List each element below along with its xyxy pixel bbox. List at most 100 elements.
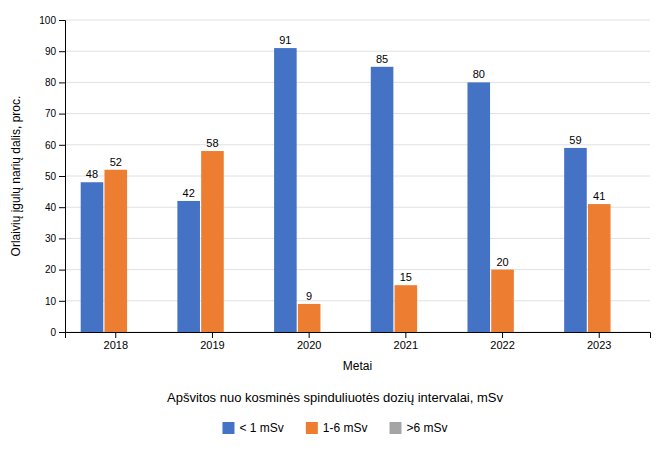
tick-label: 100 (39, 15, 56, 26)
axis-line (66, 333, 651, 339)
tick-label: 50 (45, 171, 57, 182)
tick: 2020 (297, 332, 321, 351)
legend-label: 1-6 mSv (323, 421, 368, 435)
legend: < 1 mSv 1-6 mSv >6 mSv (222, 421, 447, 435)
tick: 40 (45, 202, 65, 213)
legend-swatch (390, 422, 402, 434)
tick: 100 (39, 15, 65, 26)
tick-mark (59, 82, 65, 83)
data-label: 41 (593, 190, 605, 202)
tick-mark (212, 332, 213, 338)
tick-label: 2022 (490, 339, 514, 351)
bar (274, 48, 297, 332)
tick-mark (59, 238, 65, 239)
tick-label: 0 (50, 327, 56, 338)
grid-line (65, 269, 650, 270)
data-label: 85 (376, 53, 388, 65)
bar-series (104, 151, 610, 332)
grid-line (65, 51, 650, 52)
tick-mark (502, 332, 503, 338)
bar (371, 67, 394, 332)
tick: 80 (45, 77, 65, 88)
bar (564, 148, 587, 332)
data-labels: 48 42 91 85 80 59 52 58 9 15 20 41 (86, 34, 605, 302)
tick-mark (59, 114, 65, 115)
tick-label: 2019 (200, 339, 224, 351)
data-label: 9 (306, 290, 312, 302)
tick: 10 (45, 296, 65, 307)
plot: 48 42 91 85 80 59 52 58 9 15 20 41 0 10 20 30 40 50 60 70 80… (9, 15, 651, 373)
tick-mark (59, 51, 65, 52)
data-label: 80 (473, 68, 485, 80)
data-label: 20 (496, 256, 508, 268)
bar (128, 332, 151, 333)
grid-line (65, 207, 650, 208)
tick-mark (599, 332, 600, 338)
bar (395, 285, 418, 332)
tick: 60 (45, 140, 65, 151)
tick-mark (309, 332, 310, 338)
legend-item: < 1 mSv (222, 421, 283, 435)
legend-label: >6 mSv (407, 421, 448, 435)
grid (65, 20, 650, 332)
tick-mark (59, 207, 65, 208)
legend-item: >6 mSv (390, 421, 448, 435)
data-label: 59 (569, 134, 581, 146)
legend-swatch (306, 422, 318, 434)
y-axis: 0 10 20 30 40 50 60 70 80 90 100 (39, 15, 65, 338)
bar (418, 332, 441, 333)
data-label: 15 (400, 271, 412, 283)
tick: 20 (45, 264, 65, 275)
data-label: 52 (110, 156, 122, 168)
tick-label: 20 (45, 264, 57, 275)
tick-mark (405, 332, 406, 338)
grid-line (65, 238, 650, 239)
tick: 2018 (104, 332, 128, 351)
tick-label: 80 (45, 77, 57, 88)
tick: 0 (50, 327, 65, 338)
grid-line (65, 82, 650, 83)
grid-line (65, 176, 650, 177)
bar (201, 151, 224, 332)
x-axis: 2018 2019 2020 2021 2022 2023 (66, 332, 651, 351)
tick-mark (59, 332, 65, 333)
grid-line (65, 300, 650, 301)
tick-label: 60 (45, 140, 57, 151)
bar (177, 201, 200, 332)
tick: 2023 (587, 332, 611, 351)
tick: 2019 (200, 332, 224, 351)
tick: 70 (45, 108, 65, 119)
tick-label: 2020 (297, 339, 321, 351)
tick: 2021 (394, 332, 418, 351)
tick-label: 2018 (104, 339, 128, 351)
x-axis-title: Metai (343, 359, 372, 373)
bar (225, 332, 248, 333)
tick: 30 (45, 233, 65, 244)
data-label: 58 (206, 137, 218, 149)
legend-swatch (222, 422, 234, 434)
tick-label: 40 (45, 202, 57, 213)
tick-mark (59, 20, 65, 21)
tick-mark (115, 332, 116, 338)
bar (81, 182, 104, 332)
tick: 2022 (490, 332, 514, 351)
data-label: 91 (279, 34, 291, 46)
tick-mark (59, 145, 65, 146)
bar (322, 332, 345, 333)
tick-label: 70 (45, 108, 57, 119)
legend-item: 1-6 mSv (306, 421, 368, 435)
bar (612, 332, 635, 333)
data-label: 48 (86, 168, 98, 180)
tick-mark (59, 301, 65, 302)
bar (298, 304, 321, 332)
tick-label: 90 (45, 46, 57, 57)
bar-series (81, 48, 587, 332)
bars (81, 48, 611, 332)
legend-label: < 1 mSv (239, 421, 283, 435)
data-label: 42 (183, 187, 195, 199)
grid-line (65, 20, 650, 21)
tick-label: 2021 (394, 339, 418, 351)
tick: 50 (45, 171, 65, 182)
bar (467, 82, 490, 332)
grid-line (65, 113, 650, 114)
